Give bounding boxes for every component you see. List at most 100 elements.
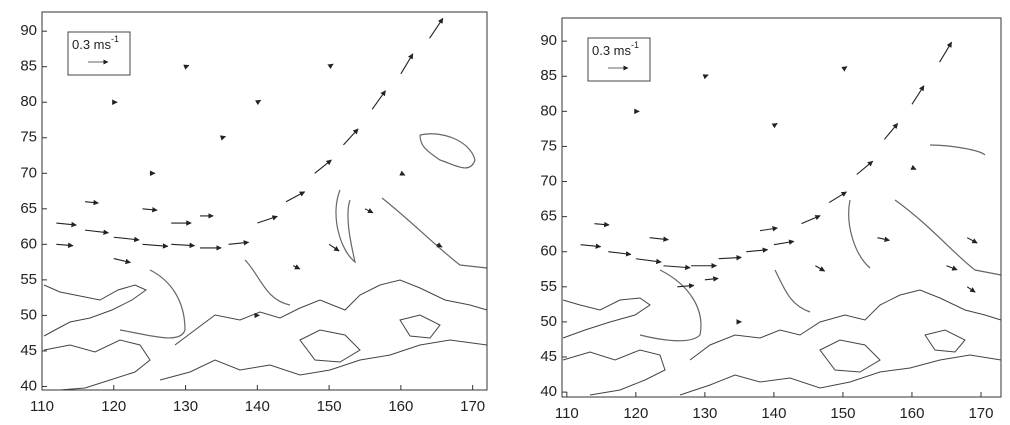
vector-arrow [815, 265, 826, 272]
y-tick-label: 65 [540, 208, 557, 225]
y-tick-label: 45 [540, 348, 557, 365]
vector-arrow [966, 286, 976, 293]
vector-arrow [113, 236, 140, 243]
vector-arrow [635, 258, 662, 265]
vector-arrow [883, 122, 899, 140]
x-tick-label: 170 [968, 405, 993, 422]
vector-arrow [746, 247, 769, 253]
y-tick-label: 60 [540, 243, 557, 260]
scale-box [67, 31, 131, 76]
scale-label-sup: -1 [631, 40, 639, 50]
vector-arrow [594, 221, 610, 228]
x-tick-label: 120 [623, 405, 648, 422]
vector-arrow [314, 159, 332, 174]
vector-arrow [254, 99, 262, 106]
scale-label-text: 0.3 ms [592, 43, 632, 58]
vector-arrow [911, 85, 925, 105]
x-tick-label: 110 [555, 405, 579, 422]
y-tick-label: 60 [20, 235, 37, 252]
vector-arrow [171, 242, 196, 249]
y-tick-label: 90 [20, 22, 37, 39]
vector-arrow [718, 254, 742, 261]
x-tick-label: 140 [761, 405, 786, 422]
y-tick-label: 70 [540, 173, 557, 190]
y-tick-label: 85 [20, 58, 37, 75]
y-tick-label: 55 [20, 271, 37, 288]
y-tick-label: 80 [20, 93, 37, 110]
x-tick-label: 120 [101, 398, 126, 415]
scale-label-text: 0.3 ms [72, 37, 112, 52]
vector-arrow [801, 215, 821, 225]
x-tick-label: 130 [692, 405, 717, 422]
vector-arrow [399, 170, 406, 176]
vector-arrow [828, 191, 847, 204]
vector-arrow [285, 191, 306, 203]
plot-frame [561, 17, 1002, 398]
vector-arrow [343, 128, 359, 146]
y-tick-label: 80 [540, 102, 557, 119]
scale-label: 0.3 ms-1 [592, 40, 639, 58]
coastlines [562, 144, 1002, 396]
y-tick-label: 65 [20, 200, 37, 217]
vector-arrow [85, 229, 109, 235]
y-tick-label: 90 [540, 32, 557, 49]
vector-arrow [292, 264, 301, 270]
vector-arrow [56, 242, 74, 249]
vector-arrow [142, 206, 158, 213]
vector-arrow [327, 63, 334, 70]
x-tick-label: 130 [173, 398, 198, 415]
vector-arrow [113, 258, 131, 265]
vector-arrow [677, 283, 695, 289]
vector-arrow [939, 41, 953, 63]
vector-arrow [663, 264, 691, 271]
x-tick-label: 150 [830, 405, 855, 422]
vector-arrow [257, 215, 278, 224]
vector-arrow [608, 251, 632, 257]
vector-arrow [841, 66, 848, 72]
plot-frame [41, 11, 488, 391]
y-tick-label: 75 [20, 129, 37, 146]
vector-arrow [364, 208, 374, 214]
y-tick-label: 50 [20, 306, 37, 323]
x-tick-label: 170 [460, 398, 485, 415]
y-tick-label: 75 [540, 137, 557, 154]
y-tick-label: 50 [540, 313, 557, 330]
vector-arrow [429, 17, 444, 39]
vector-arrow [142, 243, 169, 249]
vector-arrow [946, 265, 958, 271]
vector-arrow [328, 243, 340, 252]
vector-arrow [371, 90, 386, 110]
y-tick-label: 40 [540, 383, 557, 400]
vector-arrow [436, 242, 443, 248]
vector-arrow [219, 135, 226, 141]
y-tick-label: 40 [20, 377, 37, 394]
vector-arrow [760, 226, 778, 232]
vector-arrow [910, 164, 917, 170]
scale-box [587, 37, 651, 82]
x-tick-label: 110 [30, 398, 54, 415]
vector-arrow [580, 243, 602, 249]
vector-arrow [856, 160, 874, 175]
y-tick-label: 45 [20, 342, 37, 359]
vector-arrow [400, 53, 414, 75]
vector-arrow [704, 276, 719, 282]
coastlines [43, 133, 488, 391]
x-tick-label: 150 [317, 398, 342, 415]
y-tick-label: 70 [20, 164, 37, 181]
vector-arrow [183, 64, 190, 70]
vector-arrow [56, 221, 77, 228]
vector-arrow [649, 236, 669, 242]
y-tick-label: 55 [540, 278, 557, 295]
scale-label-sup: -1 [111, 34, 119, 44]
vector-arrow [702, 74, 709, 80]
vector-arrow [771, 122, 778, 129]
vector-arrow [966, 237, 978, 244]
vector-arrow [228, 240, 250, 246]
vector-arrow [773, 239, 795, 246]
y-tick-label: 85 [540, 67, 557, 84]
scale-label: 0.3 ms-1 [72, 34, 119, 52]
x-tick-label: 140 [245, 398, 270, 415]
vector-arrow [877, 236, 890, 242]
x-tick-label: 160 [899, 405, 924, 422]
